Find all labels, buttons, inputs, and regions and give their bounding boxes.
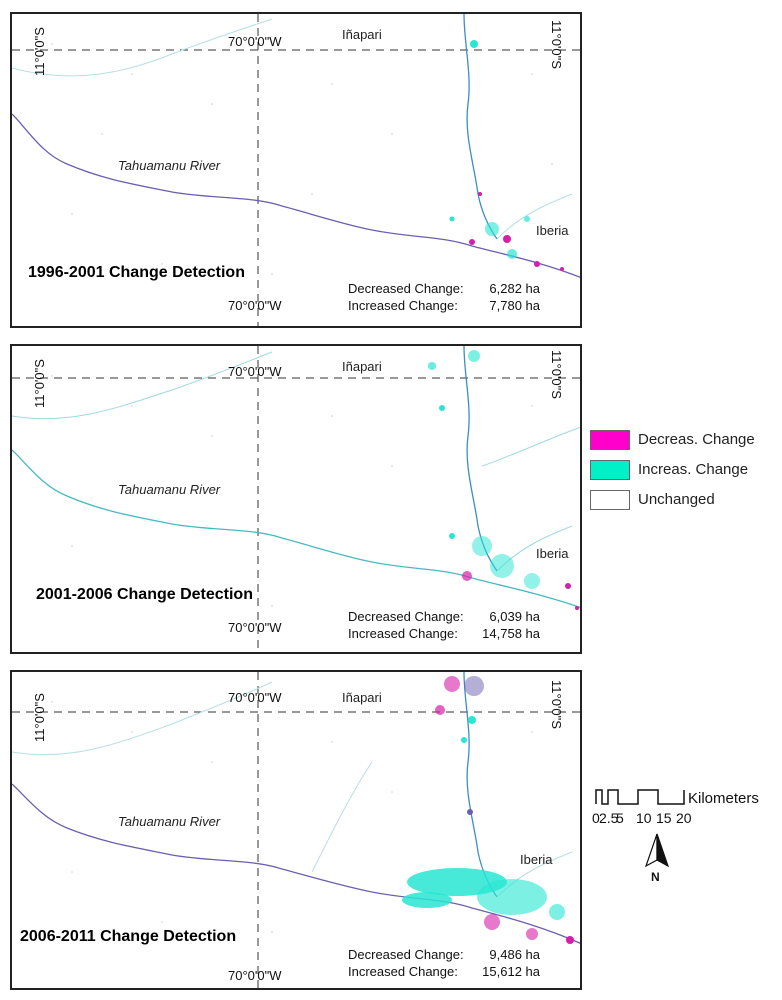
decreased-row: Decreased Change: 6,282 ha (348, 280, 540, 297)
latitude-label-left: 11°0'0"S (32, 693, 47, 742)
tributary (12, 351, 273, 420)
longitude-label-bottom: 70°0'0"W (228, 298, 282, 313)
town-label-iberia: Iberia (536, 546, 569, 561)
town-label-inapari: Iñapari (342, 27, 382, 42)
decreased-label: Decreased Change: (348, 281, 464, 296)
scale-tick-5: 5 (616, 810, 624, 826)
tahuamanu-river (12, 113, 580, 278)
change-stats: Decreased Change: 9,486 ha Increased Chan… (348, 946, 540, 980)
change-stats: Decreased Change: 6,039 ha Increased Chan… (348, 608, 540, 642)
dotted-background (51, 375, 533, 607)
scale-unit: Kilometers (688, 790, 759, 807)
longitude-label-top: 70°0'0"W (228, 690, 282, 705)
map-canvas-3 (12, 672, 580, 988)
town-label-iberia: Iberia (520, 852, 553, 867)
map-canvas-1 (12, 14, 580, 326)
decreased-row: Decreased Change: 6,039 ha (348, 608, 540, 625)
north-arrow-icon (644, 833, 670, 868)
increased-label: Increased Change: (348, 964, 458, 979)
decreased-label: Decreased Change: (348, 609, 464, 624)
town-label-inapari: Iñapari (342, 690, 382, 705)
longitude-label-top: 70°0'0"W (228, 364, 282, 379)
legend-swatch-decreased (590, 430, 630, 450)
legend-swatch-unchanged (590, 490, 630, 510)
scale-bar: Kilometers 0 2.5 5 10 15 20 (592, 786, 774, 831)
latitude-label-right: 11°0'0"S (549, 350, 564, 399)
increased-value: 15,612 ha (482, 964, 540, 979)
river-label: Tahuamanu River (118, 158, 221, 173)
change-patches (402, 676, 574, 944)
tributary-east (496, 193, 573, 240)
change-stats: Decreased Change: 6,282 ha Increased Chan… (348, 280, 540, 314)
map-canvas-2 (12, 346, 580, 652)
increased-label: Increased Change: (348, 626, 458, 641)
acre-river (463, 672, 498, 898)
legend-label-unchanged: Unchanged (638, 491, 715, 508)
latitude-label-right: 11°0'0"S (549, 20, 564, 69)
scale-tick-15: 15 (656, 810, 672, 826)
legend-label-increased: Increas. Change (638, 461, 749, 478)
legend-label-decreased: Decreas. Change (638, 431, 755, 448)
longitude-label-bottom: 70°0'0"W (228, 620, 282, 635)
decreased-value: 9,486 ha (489, 947, 540, 962)
scale-bar-graphic (595, 789, 685, 805)
decreased-row: Decreased Change: 9,486 ha (348, 946, 540, 963)
decreased-value: 6,282 ha (489, 281, 540, 296)
scale-tick-2-5: 2.5 (599, 810, 619, 826)
latitude-label-left: 11°0'0"S (32, 359, 47, 408)
longitude-label-top: 70°0'0"W (228, 34, 282, 49)
legend-swatch-increased (590, 460, 630, 480)
tributary (12, 18, 273, 77)
decreased-label: Decreased Change: (348, 947, 464, 962)
panel-title: 1996-2001 Change Detection (28, 264, 245, 281)
scale-tick-10: 10 (636, 810, 652, 826)
decreased-value: 6,039 ha (489, 609, 540, 624)
river-label: Tahuamanu River (118, 814, 221, 829)
increased-row: Increased Change: 7,780 ha (348, 297, 540, 314)
longitude-label-bottom: 70°0'0"W (228, 968, 282, 983)
increased-value: 14,758 ha (482, 626, 540, 641)
scale-tick-0: 0 (592, 810, 600, 826)
acre-river (463, 14, 498, 240)
latitude-label-left: 11°0'0"S (32, 27, 47, 76)
increased-value: 7,780 ha (489, 298, 540, 313)
north-letter: N (651, 870, 660, 884)
dotted-background (51, 43, 553, 275)
latitude-label-right: 11°0'0"S (549, 680, 564, 729)
panel-title: 2006-2011 Change Detection (20, 928, 237, 945)
map-panel-2006-2011: 2006-2011 Change Detection Iñapari Iberi… (10, 670, 582, 990)
scale-tick-20: 20 (676, 810, 692, 826)
increased-row: Increased Change: 15,612 ha (348, 963, 540, 980)
town-label-iberia: Iberia (536, 223, 569, 238)
increased-row: Increased Change: 14,758 ha (348, 625, 540, 642)
map-panel-1996-2001: 1996-2001 Change Detection Iñapari Iberi… (10, 12, 582, 328)
map-panel-2001-2006: 2001-2006 Change Detection Iñapari Iberi… (10, 344, 582, 654)
tahuamanu-river (12, 783, 580, 944)
increased-label: Increased Change: (348, 298, 458, 313)
dotted-background (51, 701, 533, 933)
change-patches (428, 350, 579, 610)
north-arrow: N (642, 832, 672, 888)
change-patches (449, 40, 564, 271)
town-label-inapari: Iñapari (342, 359, 382, 374)
tahuamanu-river (12, 449, 580, 609)
tributary (12, 681, 273, 756)
panel-title: 2001-2006 Change Detection (36, 586, 253, 603)
river-label: Tahuamanu River (118, 482, 221, 497)
